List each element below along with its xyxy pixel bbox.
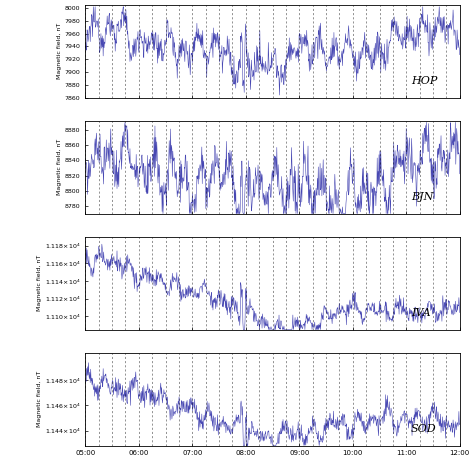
- Y-axis label: Magnetic field, nT: Magnetic field, nT: [37, 255, 42, 311]
- Text: SOD: SOD: [411, 424, 437, 435]
- Y-axis label: Magnetic field, nT: Magnetic field, nT: [57, 23, 62, 79]
- Y-axis label: Magnetic field, nT: Magnetic field, nT: [57, 139, 62, 195]
- Y-axis label: Magnetic field, nT: Magnetic field, nT: [37, 371, 42, 427]
- Text: BJN: BJN: [411, 192, 434, 202]
- Text: IVA: IVA: [411, 309, 431, 319]
- Text: HOP: HOP: [411, 76, 438, 86]
